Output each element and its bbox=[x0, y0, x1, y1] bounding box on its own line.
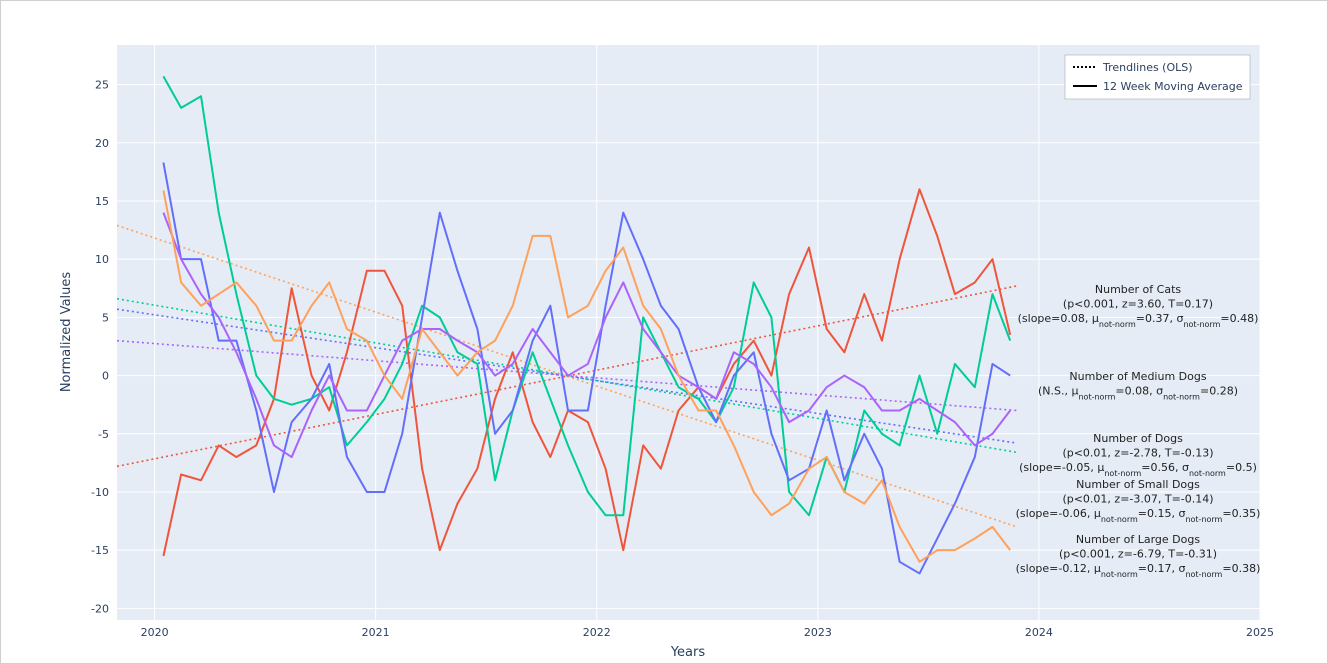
series-line bbox=[162, 188, 1012, 557]
annotation-text: =0.37, σ bbox=[1136, 312, 1184, 325]
legend: Trendlines (OLS) 12 Week Moving Average bbox=[1064, 54, 1251, 100]
annotation: (slope=-0.05, μnot-norm=0.56, σnot-norm=… bbox=[1019, 461, 1257, 478]
annotation-text: =0.15, σ bbox=[1138, 507, 1186, 520]
annotation-text: (slope=-0.12, μ bbox=[1016, 562, 1101, 575]
annotation-subscript: not-norm bbox=[1101, 570, 1138, 579]
annotation-text: =0.08, σ bbox=[1115, 385, 1163, 398]
annotation-subscript: not-norm bbox=[1185, 515, 1222, 524]
y-tick-label: -5 bbox=[98, 428, 109, 441]
y-tick-label: 25 bbox=[95, 79, 109, 92]
annotation-text: Number of Dogs bbox=[1093, 432, 1183, 445]
y-tick-label: 20 bbox=[95, 137, 109, 150]
y-tick-label: 10 bbox=[95, 253, 109, 266]
series-line bbox=[162, 190, 1011, 563]
annotation: (slope=-0.12, μnot-norm=0.17, σnot-norm=… bbox=[1016, 562, 1261, 579]
annotation-text: (N.S., μ bbox=[1038, 385, 1079, 398]
y-tick-label: -10 bbox=[91, 486, 109, 499]
annotation-text: =0.48) bbox=[1220, 312, 1258, 325]
annotation-subscript: not-norm bbox=[1183, 320, 1220, 329]
annotation: (slope=0.08, μnot-norm=0.37, σnot-norm=0… bbox=[1018, 312, 1259, 329]
annotation-text: =0.56, σ bbox=[1141, 461, 1189, 474]
x-tick-label: 2020 bbox=[141, 626, 169, 639]
annotation: (p<0.001, z=-6.79, T=-0.31) bbox=[1059, 548, 1217, 561]
annotation-text: Number of Large Dogs bbox=[1076, 533, 1200, 546]
plot-area bbox=[117, 45, 1260, 620]
y-tick-label: 5 bbox=[102, 311, 109, 324]
annotation-text: (p<0.01, z=-2.78, T=-0.13) bbox=[1062, 447, 1213, 460]
series-line bbox=[162, 75, 1012, 517]
annotation-text: =0.28) bbox=[1200, 385, 1238, 398]
y-axis-title: Normalized Values bbox=[59, 272, 74, 393]
annotation-subscript: not-norm bbox=[1104, 469, 1141, 478]
lines bbox=[117, 75, 1018, 575]
x-tick-label: 2021 bbox=[362, 626, 390, 639]
annotation-subscript: not-norm bbox=[1189, 469, 1226, 478]
annotation: Number of Medium Dogs bbox=[1069, 370, 1206, 383]
annotation: (N.S., μnot-norm=0.08, σnot-norm=0.28) bbox=[1038, 385, 1238, 402]
annotation-text: Number of Small Dogs bbox=[1076, 478, 1200, 491]
annotation-text: (p<0.001, z=-6.79, T=-0.31) bbox=[1059, 548, 1217, 561]
x-tick-label: 2024 bbox=[1025, 626, 1053, 639]
overlay: Trendlines (OLS) 12 Week Moving Average Nu… bbox=[1016, 54, 1261, 579]
trendline bbox=[117, 308, 1017, 444]
trendline bbox=[117, 224, 1018, 528]
annotation-subscript: not-norm bbox=[1099, 320, 1136, 329]
annotation-subscript: not-norm bbox=[1185, 570, 1222, 579]
annotation-text: (p<0.01, z=-3.07, T=-0.14) bbox=[1062, 493, 1213, 506]
annotation: Number of Cats bbox=[1095, 283, 1182, 296]
x-axis-title: Years bbox=[670, 645, 706, 660]
y-tick-label: 15 bbox=[95, 195, 109, 208]
y-tick-label: 0 bbox=[102, 370, 109, 383]
annotation: Number of Dogs bbox=[1093, 432, 1183, 445]
legend-label: Trendlines (OLS) bbox=[1102, 61, 1193, 74]
annotation-text: =0.17, σ bbox=[1138, 562, 1186, 575]
annotation-text: (p<0.001, z=3.60, T=0.17) bbox=[1063, 298, 1213, 311]
annotation-text: Number of Cats bbox=[1095, 283, 1182, 296]
annotation-subscript: not-norm bbox=[1163, 392, 1200, 401]
annotation: Number of Small Dogs bbox=[1076, 478, 1200, 491]
x-tick-label: 2023 bbox=[804, 626, 832, 639]
legend-label: 12 Week Moving Average bbox=[1103, 80, 1243, 93]
annotation-subscript: not-norm bbox=[1078, 392, 1115, 401]
annotation: Number of Large Dogs bbox=[1076, 533, 1200, 546]
y-tick-label: -15 bbox=[91, 544, 109, 557]
x-tick-label: 2022 bbox=[583, 626, 611, 639]
annotation-text: (slope=-0.06, μ bbox=[1016, 507, 1101, 520]
annotation: (p<0.01, z=-3.07, T=-0.14) bbox=[1062, 493, 1213, 506]
annotation: (slope=-0.06, μnot-norm=0.15, σnot-norm=… bbox=[1016, 507, 1261, 524]
annotation-text: Number of Medium Dogs bbox=[1069, 370, 1206, 383]
annotation: (p<0.01, z=-2.78, T=-0.13) bbox=[1062, 447, 1213, 460]
annotation-subscript: not-norm bbox=[1101, 515, 1138, 524]
annotation-text: (slope=0.08, μ bbox=[1018, 312, 1099, 325]
series-line bbox=[162, 162, 1011, 575]
annotation-text: =0.5) bbox=[1226, 461, 1257, 474]
x-tick-label: 2025 bbox=[1246, 626, 1274, 639]
annotation: (p<0.001, z=3.60, T=0.17) bbox=[1063, 298, 1213, 311]
legend-box bbox=[1064, 54, 1251, 100]
annotation-text: =0.38) bbox=[1222, 562, 1260, 575]
series-line bbox=[162, 212, 1011, 459]
annotation-text: =0.35) bbox=[1222, 507, 1260, 520]
y-tick-label: -20 bbox=[91, 602, 109, 615]
annotation-text: (slope=-0.05, μ bbox=[1019, 461, 1104, 474]
